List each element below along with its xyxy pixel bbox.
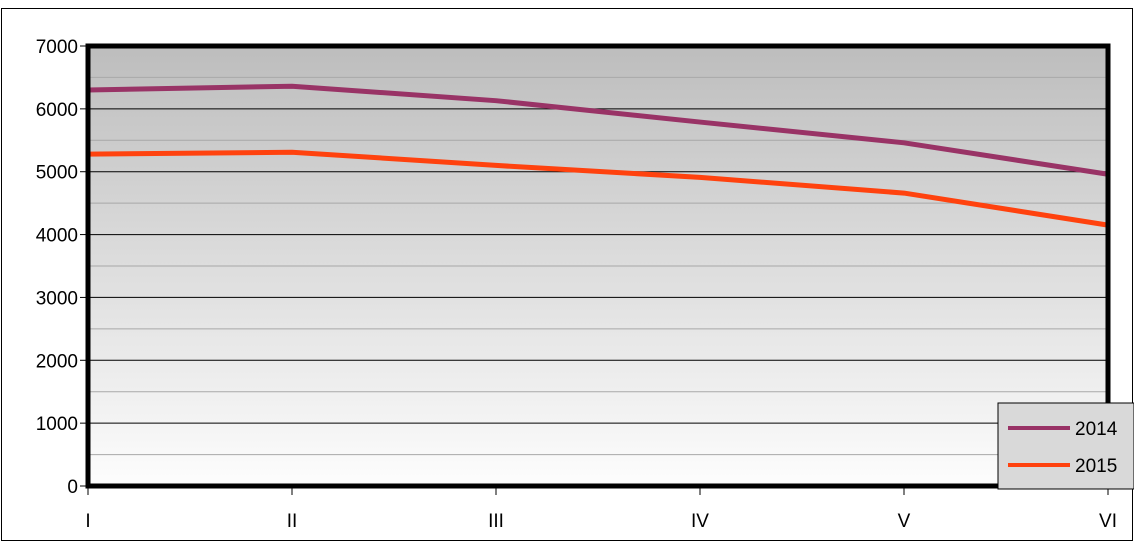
- series-layer: [87, 83, 1109, 228]
- y-tick-label: 2000: [36, 351, 78, 372]
- y-tick-label: 0: [67, 477, 78, 498]
- y-tick-label: 4000: [36, 226, 78, 247]
- legend-label-2015: 2015: [1075, 456, 1117, 477]
- legend: 2014 2015: [997, 402, 1134, 490]
- x-tick-label: V: [898, 511, 911, 532]
- plot-area-border: [85, 43, 1111, 489]
- x-tick-label: I: [85, 511, 90, 532]
- x-tick-label: II: [287, 511, 298, 532]
- series-line-2015: [87, 149, 1109, 228]
- legend-label-2014: 2014: [1075, 419, 1118, 440]
- x-tick-label: III: [488, 511, 504, 532]
- x-tick-label: VI: [1099, 511, 1117, 532]
- y-tick-label: 7000: [36, 37, 78, 58]
- x-tick-label: IV: [691, 511, 709, 532]
- series-line-2014: [87, 83, 1109, 177]
- y-tick-label: 5000: [36, 163, 78, 184]
- legend-box: [997, 402, 1134, 490]
- grid-layer: [88, 76, 1108, 456]
- y-tick-label: 6000: [36, 100, 78, 121]
- y-tick-label: 3000: [36, 288, 78, 309]
- y-tick-label: 1000: [36, 414, 78, 435]
